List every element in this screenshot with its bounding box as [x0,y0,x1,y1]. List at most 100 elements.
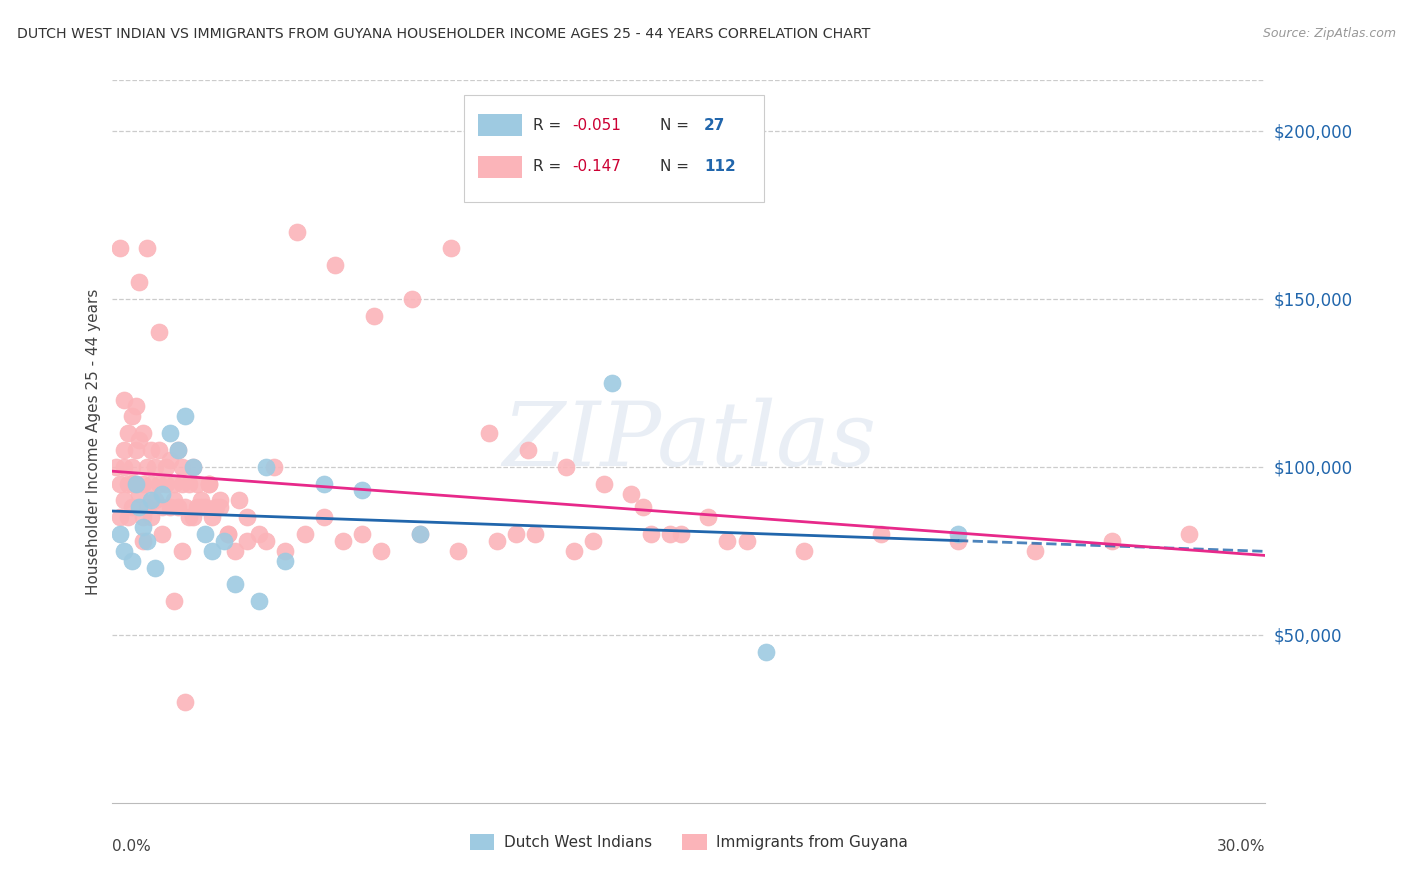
Point [658,527,681,541]
Point [143,493,166,508]
Point [128,500,150,514]
Point [447,543,470,558]
Point [197,476,219,491]
Point [946,527,969,541]
Point [870,527,893,541]
Point [209,493,232,508]
Text: Source: ZipAtlas.com: Source: ZipAtlas.com [1263,27,1396,40]
Point [640,527,662,541]
Point [108,241,131,255]
Point [201,510,224,524]
Point [505,527,527,541]
Point [112,442,135,457]
Point [117,426,139,441]
Point [186,500,208,514]
Point [179,510,201,524]
Point [124,476,146,491]
Point [108,510,131,524]
Point [128,486,150,500]
Point [166,442,188,457]
Point [201,543,224,558]
Point [108,527,131,541]
Point [212,533,235,548]
Point [132,476,155,491]
Point [128,275,150,289]
Point [112,493,135,508]
Point [236,533,259,548]
Point [254,533,277,548]
Point [181,459,204,474]
Point [181,459,204,474]
Point [163,476,186,491]
Point [105,459,128,474]
Text: R =: R = [533,118,567,133]
Point [485,533,508,548]
Point [562,543,585,558]
Point [205,500,228,514]
Point [121,459,143,474]
Point [152,486,174,500]
Point [294,527,316,541]
Text: ZIPatlas: ZIPatlas [502,398,876,485]
Point [159,426,181,441]
Point [716,533,738,548]
Point [143,560,166,574]
Point [143,459,166,474]
Point [1177,527,1199,541]
Text: DUTCH WEST INDIAN VS IMMIGRANTS FROM GUYANA HOUSEHOLDER INCOME AGES 25 - 44 YEAR: DUTCH WEST INDIAN VS IMMIGRANTS FROM GUY… [17,27,870,41]
FancyBboxPatch shape [478,156,522,178]
Point [163,493,186,508]
Point [170,476,193,491]
Point [478,426,501,441]
Point [352,527,374,541]
Point [325,258,347,272]
Point [112,543,135,558]
Point [247,527,270,541]
Point [224,577,246,591]
Point [148,326,170,340]
Point [440,241,463,255]
Point [285,225,308,239]
Point [190,493,212,508]
Text: N =: N = [661,118,695,133]
Point [274,543,297,558]
Point [524,527,547,541]
Point [1101,533,1123,548]
Point [274,554,297,568]
Y-axis label: Householder Income Ages 25 - 44 years: Householder Income Ages 25 - 44 years [86,288,101,595]
Point [370,543,392,558]
Point [124,399,146,413]
Point [755,644,778,658]
Point [163,594,186,608]
Point [194,527,217,541]
Point [228,493,250,508]
Point [247,594,270,608]
Point [166,442,188,457]
Point [132,520,155,534]
Text: N =: N = [661,160,695,175]
Point [121,476,143,491]
FancyBboxPatch shape [464,95,763,202]
Point [363,309,385,323]
Point [631,500,654,514]
Point [197,476,219,491]
Point [671,527,693,541]
Point [152,500,174,514]
Text: -0.051: -0.051 [572,118,621,133]
Point [124,476,146,491]
Point [555,459,578,474]
Text: 0.0%: 0.0% [112,838,152,854]
Point [155,459,177,474]
Point [136,459,159,474]
Point [217,527,239,541]
Point [132,510,155,524]
Point [148,476,170,491]
Point [132,426,155,441]
Point [735,533,758,548]
Point [352,483,374,498]
Point [793,543,815,558]
Point [159,453,181,467]
Point [332,533,354,548]
Point [181,510,204,524]
Text: 112: 112 [704,160,735,175]
